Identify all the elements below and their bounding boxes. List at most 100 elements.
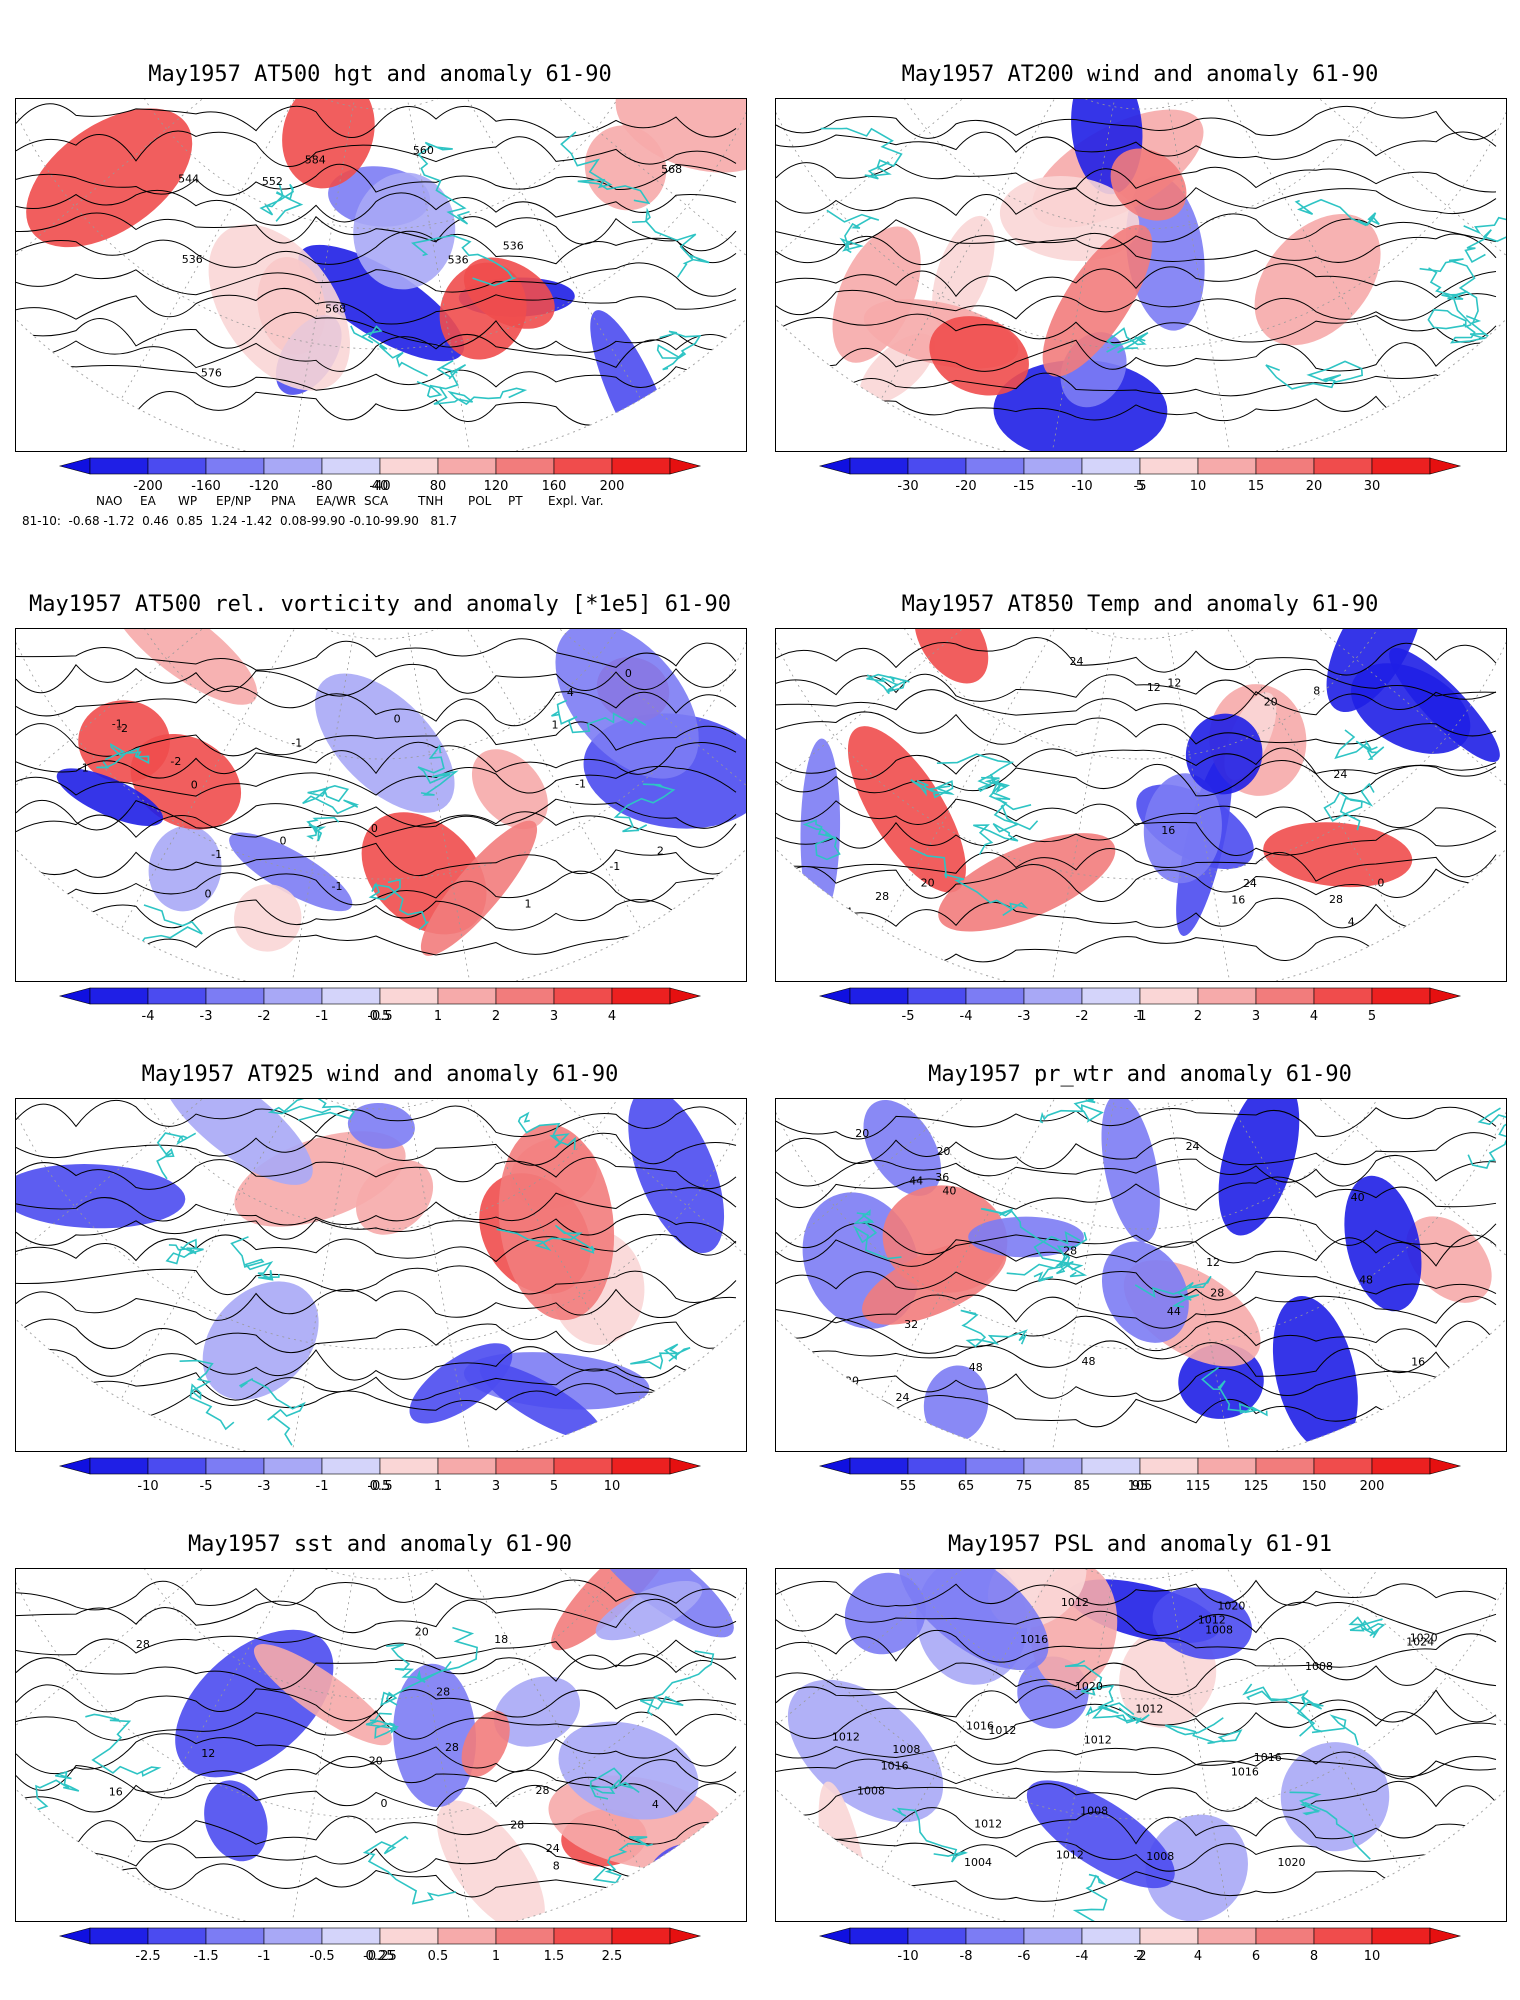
contour-label: 8 [1313, 685, 1320, 698]
colorbar-p6: 55 65 75 85 95 105 115 125 150 200 [818, 1457, 1462, 1496]
colorbar-tick-label: -5 [902, 1009, 915, 1024]
colorbar-p3: -4 -3 -2 -1 -0.5 0.5 1 2 3 4 [58, 987, 702, 1026]
contour-label: 44 [909, 1174, 923, 1187]
anomaly-shading [847, 726, 966, 893]
colorbar-tick-label: 105 [1128, 1479, 1153, 1494]
colorbar-swatch [495, 1457, 555, 1475]
anomaly-shading [844, 1572, 926, 1655]
panel-title: May1957 AT925 wind and anomaly 61-90 [141, 1062, 619, 1087]
anomaly-shading [1026, 1780, 1175, 1889]
polar-map-p7: 28 28 4 0 8 12 16 20 18 28 24 28 20 28 [15, 1568, 747, 1922]
colorbar-swatch [907, 457, 967, 475]
colorbar-tick-label: 85 [1074, 1479, 1091, 1494]
anomaly-shading [498, 1124, 615, 1321]
colorbar-swatch [263, 1927, 323, 1945]
colorbar-swatch [205, 1457, 265, 1475]
contour-label: 544 [178, 172, 199, 185]
anomaly-shading [929, 316, 1029, 396]
contour-label: 24 [895, 1391, 909, 1404]
contour-label: -2 [170, 755, 181, 768]
colorbar-swatch [849, 1927, 909, 1945]
colorbar-swatch [1197, 987, 1257, 1005]
colorbar-swatch [495, 1927, 555, 1945]
contour-label: 1012 [1198, 1613, 1226, 1626]
anomaly-shading [461, 1710, 510, 1777]
colorbar-swatch [907, 1457, 967, 1475]
colorbar-tick-label: 160 [542, 479, 567, 494]
index-name: EA [140, 494, 156, 508]
colorbar-tick-label: 10 [1190, 479, 1207, 494]
contour-label: 20 [369, 1754, 383, 1767]
contour-label: 28 [535, 1784, 549, 1797]
contour-label: 1020 [1410, 1631, 1438, 1644]
colorbar-swatch [1255, 457, 1315, 475]
colorbar-swatch [1371, 457, 1431, 475]
anomaly-shading [298, 244, 465, 362]
colorbar-p8: -10 -8 -6 -4 -2 2 4 6 8 10 [818, 1927, 1462, 1966]
contour-label: 18 [494, 1633, 508, 1646]
colorbar-swatch [147, 1457, 207, 1475]
contour-label: 552 [262, 175, 283, 188]
anomaly-shading [353, 172, 456, 290]
colorbar-tick-label: 120 [484, 479, 509, 494]
colorbar-swatch [1023, 457, 1083, 475]
polar-map-p4: 16 20 8 4 12 0 4 24 16 12 16 28 24 20 28 24 [775, 628, 1507, 982]
index-name: PT [508, 494, 523, 508]
anomaly-shading [555, 629, 699, 779]
anomaly-shading [1272, 1295, 1358, 1451]
anomaly-shading [914, 629, 989, 684]
contour-label: 1012 [1056, 1848, 1084, 1861]
contour-label: 12 [1147, 681, 1161, 694]
anomaly-shading [315, 673, 455, 813]
colorbar-tick-label: 2 [492, 1009, 500, 1024]
contour-label: 28 [1210, 1286, 1224, 1299]
colorbar-swatch [263, 987, 323, 1005]
index-name: SCA [364, 494, 389, 508]
contour-label: 20 [1264, 695, 1278, 708]
colorbar-p5: -10 -5 -3 -1 -0.5 0.5 1 3 5 10 [58, 1457, 702, 1496]
colorbar-swatch [1139, 987, 1199, 1005]
colorbar-tick-label: 4 [1310, 1009, 1318, 1024]
anomaly-shading [148, 825, 222, 912]
polar-map-p5 [15, 1098, 747, 1452]
contour-label: 1012 [832, 1730, 860, 1743]
contour-label: 1016 [1231, 1765, 1259, 1778]
colorbar-tick-label: -3 [258, 1479, 271, 1494]
colorbar-swatch [1197, 1927, 1257, 1945]
contour-label: 1012 [988, 1724, 1016, 1737]
colorbar-p7: -2.5 -1.5 -1 -0.5 -0.25 0.25 0.5 1 1.5 2.5 [58, 1927, 702, 1966]
contour-label: -1 [211, 848, 222, 861]
contour-label: 4 [845, 905, 852, 918]
colorbar-swatch [965, 1457, 1025, 1475]
contour-label: 1008 [1080, 1805, 1108, 1818]
colorbar-tick-label: 40 [372, 479, 389, 494]
colorbar-swatch [1081, 987, 1141, 1005]
colorbar-tick-label: -1 [316, 1479, 329, 1494]
colorbar-tick-label: 1 [434, 1479, 442, 1494]
contour-label: 1 [524, 898, 531, 911]
colorbar-swatch [205, 987, 265, 1005]
colorbar-tick-label: 3 [550, 1009, 558, 1024]
colorbar-swatch [1023, 1457, 1083, 1475]
contour-label: -1 [78, 761, 89, 774]
colorbar-swatch [611, 1927, 671, 1945]
contour-label: 28 [510, 1818, 524, 1831]
contour-label: 24 [1333, 768, 1347, 781]
anomaly-shading [558, 1721, 699, 1820]
contour-label: -1 [609, 860, 620, 873]
contour-label: 1016 [966, 1720, 994, 1733]
anomaly-shading [832, 226, 921, 363]
colorbar-swatch [263, 457, 323, 475]
anomaly-shading [1254, 213, 1381, 346]
colorbar-swatch [1081, 1927, 1141, 1945]
index-name: WP [178, 494, 198, 508]
anomaly-shading [234, 884, 302, 952]
contour-label: 1012 [1061, 1596, 1089, 1609]
colorbar-swatch [1371, 1927, 1431, 1945]
anomaly-shading [347, 1102, 415, 1149]
contour-label: 28 [1063, 1245, 1077, 1258]
contour-label: 8 [553, 1860, 560, 1873]
contour-label: 576 [201, 367, 222, 380]
colorbar-tick-label: -4 [142, 1009, 155, 1024]
colorbar-tick-label: 200 [600, 479, 625, 494]
